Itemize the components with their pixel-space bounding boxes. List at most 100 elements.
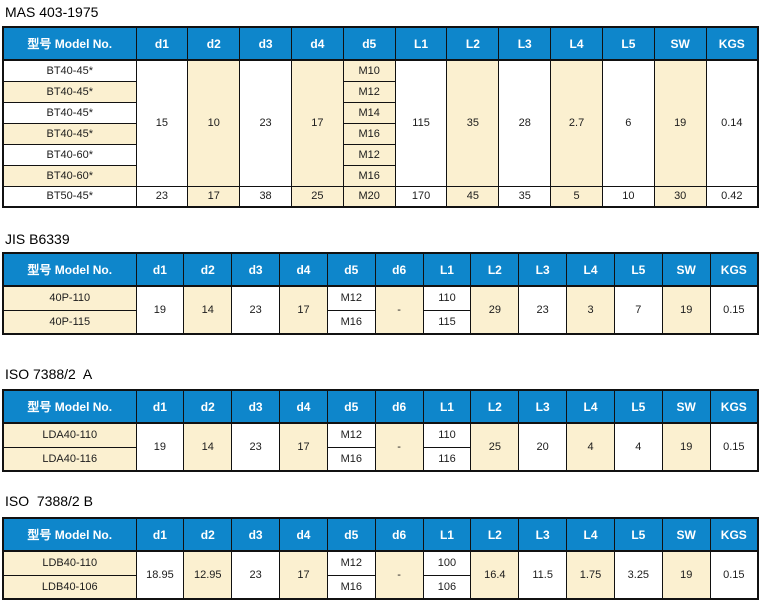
header-cell-d1: d1 — [135, 26, 189, 61]
data-cell: 17 — [279, 285, 328, 335]
data-cell: 35 — [498, 185, 552, 208]
data-cell: 45 — [446, 185, 500, 208]
header-cell-l5: L5 — [613, 389, 663, 424]
data-cell: 19 — [135, 422, 185, 472]
header-cell-l4: L4 — [566, 389, 615, 424]
data-cell: M12 — [342, 143, 396, 166]
header-cell-sw: SW — [653, 26, 707, 61]
header-cell-d6: d6 — [374, 389, 424, 424]
data-cell: 100 — [422, 550, 472, 576]
data-cell: 115 — [394, 59, 448, 187]
header-cell-kgs: KGS — [709, 517, 759, 552]
section-title: MAS 403-1975 — [5, 4, 99, 20]
header-cell-l2: L2 — [470, 389, 520, 424]
data-cell: 25 — [470, 422, 520, 472]
header-cell-d2: d2 — [183, 252, 233, 287]
table-row: BT50-45* 23 17 38 25 M20 170 45 35 5 10 30 0.42 — [2, 185, 759, 208]
header-cell-d3: d3 — [231, 389, 281, 424]
header-cell-l4: L4 — [566, 517, 615, 552]
model-cell: LDA40-110 — [2, 422, 137, 448]
header-cell-sw: SW — [661, 389, 711, 424]
header-cell-kgs: KGS — [705, 26, 759, 61]
data-cell: 23 — [518, 285, 568, 335]
header-cell-l3: L3 — [518, 389, 568, 424]
header-cell-l2: L2 — [470, 517, 520, 552]
data-cell: - — [374, 550, 424, 600]
header-cell-d5: d5 — [326, 517, 376, 552]
header-cell-l1: L1 — [422, 389, 472, 424]
data-cell: 110 — [422, 285, 472, 311]
data-cell: 4 — [613, 422, 663, 472]
data-cell: 20 — [518, 422, 568, 472]
table-row: LDA40-116 M16 116 — [2, 446, 758, 472]
header-cell-l3: L3 — [498, 26, 552, 61]
data-cell: 15 — [135, 59, 189, 187]
header-cell-kgs: KGS — [709, 252, 759, 287]
section-title: ISO 7388/2 B — [5, 493, 93, 509]
table-row: BT40-45* M16 — [2, 122, 758, 145]
data-cell: 14 — [183, 422, 233, 472]
data-cell: 19 — [661, 550, 711, 600]
header-cell-l1: L1 — [422, 517, 472, 552]
data-cell: 23 — [231, 422, 281, 472]
data-cell: 25 — [290, 185, 344, 208]
header-cell-model-no: 型号 Model No. — [2, 252, 137, 287]
spec-table: 型号 Model No. d1 d2 d3 d4 d5 L1 L2 L3 L4 L5 SW KGS BT4… — [2, 26, 759, 208]
data-cell: 6 — [601, 59, 655, 187]
header-cell-d4: d4 — [279, 252, 328, 287]
table-row: BT40-45* M12 — [2, 80, 758, 103]
header-cell-d5: d5 — [326, 252, 376, 287]
header-row: 型号 Model No. d1 d2 d3 d4 d5 d6 L1 L2 L3 L4 L5 SW KGS — [2, 389, 759, 424]
data-cell: M16 — [326, 446, 376, 472]
data-cell: 110 — [422, 422, 472, 448]
header-row: 型号 Model No. d1 d2 d3 d4 d5 d6 L1 L2 L3 L4 L5 SW KGS — [2, 252, 759, 287]
header-cell-d6: d6 — [374, 252, 424, 287]
header-cell-l3: L3 — [518, 252, 568, 287]
spec-section-iso-7388-2-b: ISO 7388/2 B 型号 Model No. d1 d2 d3 d4 d5 d6 L1 L… — [2, 493, 761, 600]
header-cell-model-no: 型号 Model No. — [2, 389, 137, 424]
header-cell-d3: d3 — [231, 517, 281, 552]
header-row: 型号 Model No. d1 d2 d3 d4 d5 L1 L2 L3 L4 L5 SW KGS — [2, 26, 759, 61]
data-cell: 7 — [613, 285, 663, 335]
model-cell: 40P-115 — [2, 309, 137, 335]
data-cell: 17 — [290, 59, 344, 187]
data-cell: 1.75 — [566, 550, 615, 600]
data-cell: 0.15 — [709, 422, 759, 472]
model-cell: LDB40-110 — [2, 550, 137, 576]
table-row: BT40-60* M16 — [2, 164, 758, 187]
header-cell-l3: L3 — [518, 517, 568, 552]
data-cell: 19 — [661, 422, 711, 472]
header-cell-l1: L1 — [422, 252, 472, 287]
header-cell-d1: d1 — [135, 252, 185, 287]
data-cell: 38 — [239, 185, 292, 208]
section-title: JIS B6339 — [5, 231, 70, 247]
model-cell: BT40-45* — [2, 59, 137, 82]
data-cell: 2.7 — [550, 59, 603, 187]
data-cell: 16.4 — [470, 550, 520, 600]
data-cell: 29 — [470, 285, 520, 335]
data-cell: 0.15 — [709, 550, 759, 600]
data-cell: 23 — [231, 550, 281, 600]
data-cell: M14 — [342, 101, 396, 124]
data-cell: 14 — [183, 285, 233, 335]
table-row: LDB40-106 M16 106 — [2, 574, 758, 600]
spec-table: 型号 Model No. d1 d2 d3 d4 d5 d6 L1 L2 L3 L4 L5 SW KGS 4… — [2, 252, 759, 335]
table-row: BT40-45* M14 — [2, 101, 758, 124]
data-cell: M16 — [342, 164, 396, 187]
model-cell: LDB40-106 — [2, 574, 137, 600]
header-cell-model-no: 型号 Model No. — [2, 517, 137, 552]
data-cell: 115 — [422, 309, 472, 335]
header-cell-d5: d5 — [342, 26, 396, 61]
data-cell: M16 — [326, 309, 376, 335]
data-cell: 0.42 — [705, 185, 759, 208]
header-cell-d4: d4 — [279, 389, 328, 424]
data-cell: 5 — [550, 185, 603, 208]
header-cell-d6: d6 — [374, 517, 424, 552]
data-cell: 17 — [279, 422, 328, 472]
header-cell-l5: L5 — [601, 26, 655, 61]
data-cell: 170 — [394, 185, 448, 208]
data-cell: M12 — [326, 285, 376, 311]
spec-table: 型号 Model No. d1 d2 d3 d4 d5 d6 L1 L2 L3 L4 L5 SW KGS L… — [2, 389, 759, 472]
data-cell: - — [374, 285, 424, 335]
data-cell: M20 — [342, 185, 396, 208]
